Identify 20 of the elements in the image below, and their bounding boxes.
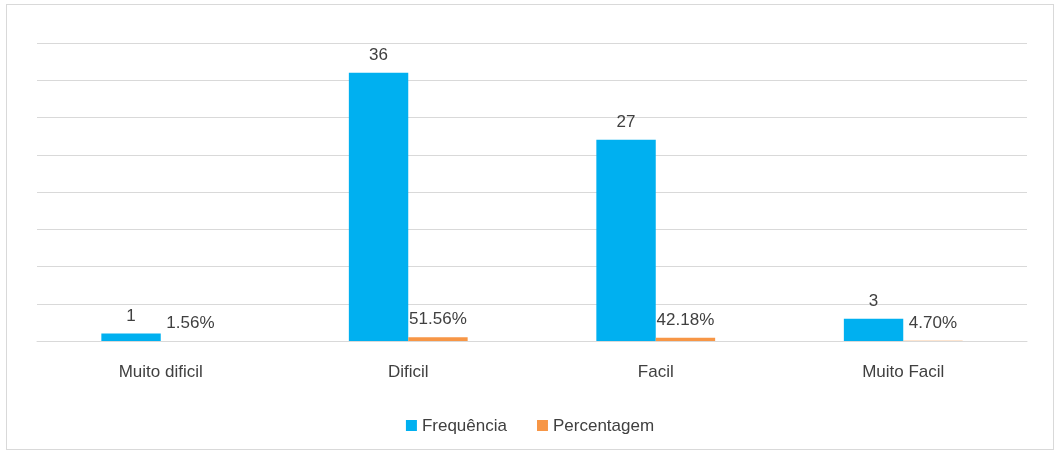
- x-tick-label: Dificil: [387, 362, 429, 381]
- data-label: 4.70%: [908, 312, 958, 332]
- data-label: 1.56%: [166, 312, 215, 332]
- data-label: 42.18%: [656, 309, 715, 329]
- bar: [655, 337, 716, 341]
- data-label: 36: [369, 44, 389, 64]
- x-tick-label: Facil: [637, 362, 674, 381]
- legend-label: Frequência: [421, 416, 508, 435]
- x-tick-label: Muito Facil: [862, 362, 945, 381]
- data-label: 27: [616, 111, 636, 131]
- data-label: 51.56%: [409, 309, 467, 329]
- legend-label: Percentagem: [552, 416, 655, 435]
- data-label: 3: [868, 290, 879, 310]
- bar: [408, 337, 468, 341]
- bar: [101, 333, 161, 341]
- data-label: 1: [126, 305, 136, 325]
- bar: [596, 139, 656, 341]
- x-tick-label: Muito dificil: [118, 362, 203, 381]
- bar: [843, 318, 904, 341]
- bar: [348, 72, 409, 341]
